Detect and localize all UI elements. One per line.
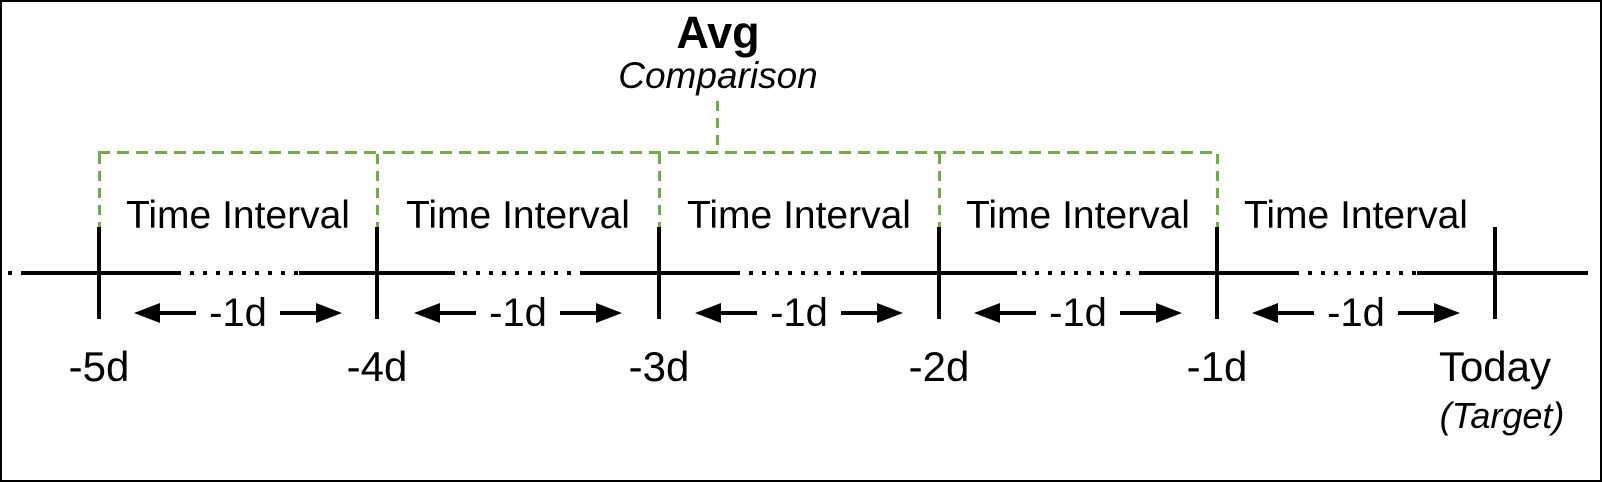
timeline-dotted-line	[8, 271, 1588, 275]
timeline-tick	[937, 227, 941, 319]
interval-block-2: Time Interval -1d	[377, 193, 659, 338]
interval-duration-label: -1d	[209, 291, 267, 335]
interval-duration-label: -1d	[1049, 291, 1107, 335]
interval-span-arrows: -1d	[377, 291, 659, 335]
interval-block-3: Time Interval -1d	[659, 193, 939, 338]
arrow-left-icon	[1252, 303, 1315, 323]
title-subtitle: Comparison	[618, 55, 818, 96]
arrow-right-icon	[559, 303, 622, 323]
bracket-drop-line	[1216, 154, 1219, 228]
bracket-horizontal-line	[98, 151, 1219, 154]
tick-label-today: Today	[1438, 343, 1552, 390]
interval-label: Time Interval	[126, 194, 350, 237]
interval-block-1: Time Interval -1d	[99, 193, 377, 338]
arrow-left-icon	[974, 303, 1037, 323]
interval-block-5: Time Interval -1d	[1217, 193, 1495, 338]
interval-span-arrows: -1d	[939, 291, 1217, 335]
interval-block-4: Time Interval -1d	[939, 193, 1217, 338]
arrow-left-icon	[695, 303, 758, 323]
bracket-drop-line	[938, 154, 941, 228]
arrow-left-icon	[414, 303, 477, 323]
interval-duration-label: -1d	[1327, 291, 1385, 335]
interval-label: Time Interval	[1244, 194, 1468, 237]
arrow-right-icon	[840, 303, 903, 323]
interval-label: Time Interval	[966, 194, 1190, 237]
diagram-title: Avg Comparison	[518, 10, 918, 96]
interval-duration-label: -1d	[770, 291, 828, 335]
interval-span-arrows: -1d	[1217, 291, 1495, 335]
bracket-drop-line	[98, 154, 101, 228]
timeline-tick	[375, 227, 379, 319]
tick-label-minus-2d: -2d	[908, 343, 970, 390]
interval-label: Time Interval	[406, 194, 630, 237]
timeline-tick	[1215, 227, 1219, 319]
timeline-tick	[657, 227, 661, 319]
timeline-tick	[97, 227, 101, 319]
interval-duration-label: -1d	[489, 291, 547, 335]
tick-label-minus-3d: -3d	[628, 343, 690, 390]
bracket-stem-line	[716, 101, 719, 152]
arrow-right-icon	[1119, 303, 1182, 323]
timeline-tick	[1493, 227, 1497, 319]
bracket-drop-line	[658, 154, 661, 228]
interval-span-arrows: -1d	[659, 291, 939, 335]
bracket-drop-line	[376, 154, 379, 228]
arrow-left-icon	[134, 303, 197, 323]
target-note: (Target)	[1439, 395, 1565, 436]
tick-label-minus-4d: -4d	[346, 343, 408, 390]
interval-label: Time Interval	[687, 194, 911, 237]
title-main: Avg	[676, 7, 760, 58]
interval-span-arrows: -1d	[99, 291, 377, 335]
timeline-solid-segment	[1417, 271, 1588, 275]
arrow-right-icon	[1397, 303, 1460, 323]
tick-label-minus-1d: -1d	[1186, 343, 1248, 390]
tick-label-minus-5d: -5d	[68, 343, 130, 390]
arrow-right-icon	[279, 303, 342, 323]
